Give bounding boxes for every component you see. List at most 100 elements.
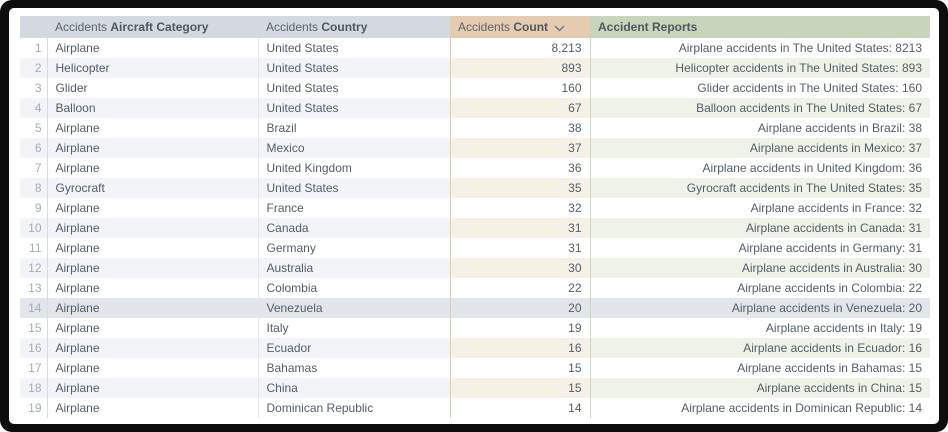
- cell-country: Mexico: [258, 138, 450, 158]
- row-index: 16: [20, 338, 48, 358]
- table-row[interactable]: 6 Airplane Mexico 37 Airplane accidents in M…: [20, 138, 930, 158]
- cell-aircraft-category: Airplane: [47, 238, 259, 258]
- cell-count: 893: [449, 58, 591, 78]
- header-aircraft-category[interactable]: Accidents Aircraft Category: [47, 16, 258, 38]
- row-index: 18: [20, 378, 48, 398]
- cell-count: 20: [449, 298, 591, 318]
- cell-country: Canada: [258, 218, 450, 238]
- cell-country: Australia: [258, 258, 450, 278]
- table-row[interactable]: 17 Airplane Bahamas 15 Airplane accidents in…: [20, 358, 930, 378]
- table-row[interactable]: 10 Airplane Canada 31 Airplane accidents in …: [20, 218, 930, 238]
- table-row[interactable]: 15 Airplane Italy 19 Airplane accidents in I…: [20, 318, 930, 338]
- cell-aircraft-category: Airplane: [47, 298, 259, 318]
- table-row[interactable]: 7 Airplane United Kingdom 36 Airplane accide…: [20, 158, 930, 178]
- table-row[interactable]: 11 Airplane Germany 31 Airplane accidents in…: [20, 238, 930, 258]
- cell-aircraft-category: Airplane: [47, 158, 259, 178]
- cell-count: 38: [449, 118, 591, 138]
- row-index: 15: [20, 318, 48, 338]
- cell-count: 14: [449, 398, 591, 418]
- cell-report: Airplane accidents in France: 32: [590, 198, 930, 218]
- cell-report: Airplane accidents in United Kingdom: 36: [590, 158, 930, 178]
- table-row[interactable]: 8 Gyrocraft United States 35 Gyrocraft accid…: [20, 178, 930, 198]
- cell-count: 37: [449, 138, 591, 158]
- row-index: 19: [20, 398, 48, 418]
- table-row[interactable]: 18 Airplane China 15 Airplane accidents in C…: [20, 378, 930, 398]
- table-row[interactable]: 13 Airplane Colombia 22 Airplane accidents i…: [20, 278, 930, 298]
- table-row[interactable]: 3 Glider United States 160 Glider accidents …: [20, 78, 930, 98]
- table-row[interactable]: 5 Airplane Brazil 38 Airplane accidents in B…: [20, 118, 930, 138]
- cell-report: Airplane accidents in Brazil: 38: [590, 118, 930, 138]
- header-prefix: Accidents: [55, 20, 108, 34]
- cell-country: United Kingdom: [258, 158, 450, 178]
- cell-aircraft-category: Gyrocraft: [47, 178, 259, 198]
- cell-aircraft-category: Airplane: [47, 378, 259, 398]
- row-index: 8: [20, 178, 48, 198]
- cell-count: 22: [449, 278, 591, 298]
- cell-report: Airplane accidents in Bahamas: 15: [590, 358, 930, 378]
- accidents-table: Accidents Aircraft Category Accidents Co…: [20, 16, 930, 418]
- cell-report: Airplane accidents in Mexico: 37: [590, 138, 930, 158]
- cell-country: Ecuador: [258, 338, 450, 358]
- row-index: 13: [20, 278, 48, 298]
- table-row[interactable]: 2 Helicopter United States 893 Helicopter ac…: [20, 58, 930, 78]
- cell-report: Airplane accidents in Italy: 19: [590, 318, 930, 338]
- cell-aircraft-category: Airplane: [47, 198, 259, 218]
- sort-desc-chevron-icon[interactable]: [554, 25, 565, 32]
- table-row[interactable]: 4 Balloon United States 67 Balloon accidents…: [20, 98, 930, 118]
- cell-aircraft-category: Airplane: [47, 358, 259, 378]
- cell-report: Airplane accidents in China: 15: [590, 378, 930, 398]
- cell-report: Airplane accidents in Australia: 30: [590, 258, 930, 278]
- row-index: 17: [20, 358, 48, 378]
- cell-report: Airplane accidents in Canada: 31: [590, 218, 930, 238]
- cell-report: Airplane accidents in Dominican Republic…: [590, 398, 930, 418]
- header-country[interactable]: Accidents Country: [258, 16, 450, 38]
- row-index: 11: [20, 238, 48, 258]
- cell-country: United States: [258, 98, 450, 118]
- table-row[interactable]: 12 Airplane Australia 30 Airplane accidents …: [20, 258, 930, 278]
- table-row[interactable]: 14 Airplane Venezuela 20 Airplane accidents …: [20, 298, 930, 318]
- cell-aircraft-category: Airplane: [47, 258, 259, 278]
- row-index: 4: [20, 98, 48, 118]
- cell-country: Bahamas: [258, 358, 450, 378]
- cell-count: 67: [449, 98, 591, 118]
- table-body: 1 Airplane United States 8,213 Airplane acci…: [20, 38, 930, 418]
- cell-count: 31: [449, 238, 591, 258]
- cell-count: 30: [449, 258, 591, 278]
- cell-count: 160: [449, 78, 591, 98]
- cell-country: Brazil: [258, 118, 450, 138]
- cell-country: Italy: [258, 318, 450, 338]
- cell-report: Airplane accidents in Ecuador: 16: [590, 338, 930, 358]
- header-accident-reports[interactable]: Accident Reports: [590, 16, 930, 38]
- cell-aircraft-category: Airplane: [47, 398, 259, 418]
- cell-report: Helicopter accidents in The United State…: [590, 58, 930, 78]
- cell-aircraft-category: Helicopter: [47, 58, 259, 78]
- table-row[interactable]: 9 Airplane France 32 Airplane accidents in F…: [20, 198, 930, 218]
- header-label: Count: [513, 20, 549, 34]
- cell-country: United States: [258, 78, 450, 98]
- cell-country: Dominican Republic: [258, 398, 450, 418]
- table-row[interactable]: 19 Airplane Dominican Republic 14 Airplane a…: [20, 398, 930, 418]
- header-index[interactable]: [20, 16, 47, 38]
- cell-report: Gyrocraft accidents in The United States…: [590, 178, 930, 198]
- cell-count: 35: [449, 178, 591, 198]
- header-label: Country: [321, 20, 368, 34]
- header-count[interactable]: Accidents Count: [450, 16, 590, 38]
- row-index: 10: [20, 218, 48, 238]
- table-row[interactable]: 16 Airplane Ecuador 16 Airplane accidents in…: [20, 338, 930, 358]
- cell-aircraft-category: Airplane: [47, 318, 259, 338]
- cell-report: Glider accidents in The United States: 1…: [590, 78, 930, 98]
- cell-count: 8,213: [449, 38, 591, 58]
- cell-country: Germany: [258, 238, 450, 258]
- cell-aircraft-category: Airplane: [47, 138, 259, 158]
- row-index: 6: [20, 138, 48, 158]
- cell-report: Balloon accidents in The United States: …: [590, 98, 930, 118]
- header-label: Accident Reports: [598, 20, 698, 34]
- row-index: 7: [20, 158, 48, 178]
- cell-aircraft-category: Glider: [47, 78, 259, 98]
- table-card: Accidents Aircraft Category Accidents Co…: [9, 8, 939, 424]
- table-row[interactable]: 1 Airplane United States 8,213 Airplane acci…: [20, 38, 930, 58]
- cell-aircraft-category: Airplane: [47, 218, 259, 238]
- cell-aircraft-category: Airplane: [47, 278, 259, 298]
- row-index: 14: [20, 298, 48, 318]
- row-index: 9: [20, 198, 48, 218]
